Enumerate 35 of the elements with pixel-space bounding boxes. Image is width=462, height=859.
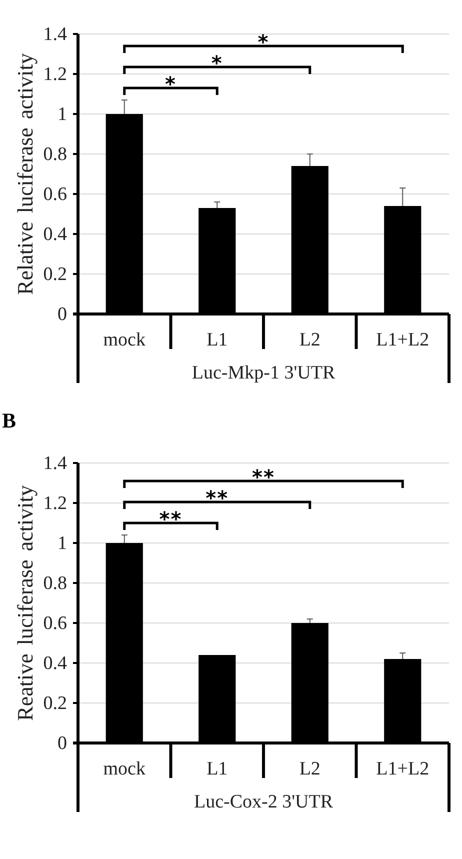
y-tick-label: 0.4: [43, 224, 68, 246]
x-tick-label: L1: [206, 758, 228, 780]
annotation: *: [165, 72, 176, 96]
x-axis-title: Luc-Cox-2 3'UTR: [194, 792, 334, 813]
y-tick-label: 0.6: [43, 184, 67, 206]
y-tick-label: 0.4: [43, 653, 68, 674]
y-tick-label: 0: [58, 733, 67, 754]
y-tick-label: 0.8: [43, 144, 67, 166]
x-tick-label: L1+L2: [376, 330, 430, 351]
y-tick-label: 1: [58, 533, 67, 554]
x-tick-label: L2: [299, 330, 320, 351]
chart-title: B: [2, 408, 16, 432]
x-tick-label: L1+L2: [376, 758, 430, 780]
y-tick-label: 1: [58, 104, 67, 126]
x-tick-label: mock: [103, 758, 146, 780]
annotation: **: [252, 465, 275, 489]
y-tick-label: 1.2: [43, 493, 67, 514]
annotation: *: [211, 51, 223, 75]
annotation: **: [206, 486, 229, 510]
y-tick-label: 0.8: [43, 573, 67, 594]
y-tick-label: 0.6: [43, 613, 67, 634]
annotation: *: [258, 30, 270, 54]
y-axis-title: Reative luciferase activity: [12, 485, 38, 721]
annotation: **: [159, 507, 182, 531]
y-tick-label: 1.4: [43, 453, 68, 474]
y-tick-label: 1.4: [43, 24, 68, 46]
y-tick-label: 1.2: [43, 64, 67, 86]
x-axis-title: Luc-Mkp-1 3'UTR: [192, 362, 336, 384]
y-tick-label: 0: [58, 304, 67, 326]
x-tick-label: mock: [103, 330, 146, 351]
y-tick-label: 0.2: [43, 264, 67, 286]
x-tick-label: L2: [299, 758, 320, 780]
y-axis-title: Relative luciferase activity: [12, 53, 38, 295]
x-tick-label: L1: [206, 330, 228, 351]
y-tick-label: 0.2: [43, 693, 67, 714]
